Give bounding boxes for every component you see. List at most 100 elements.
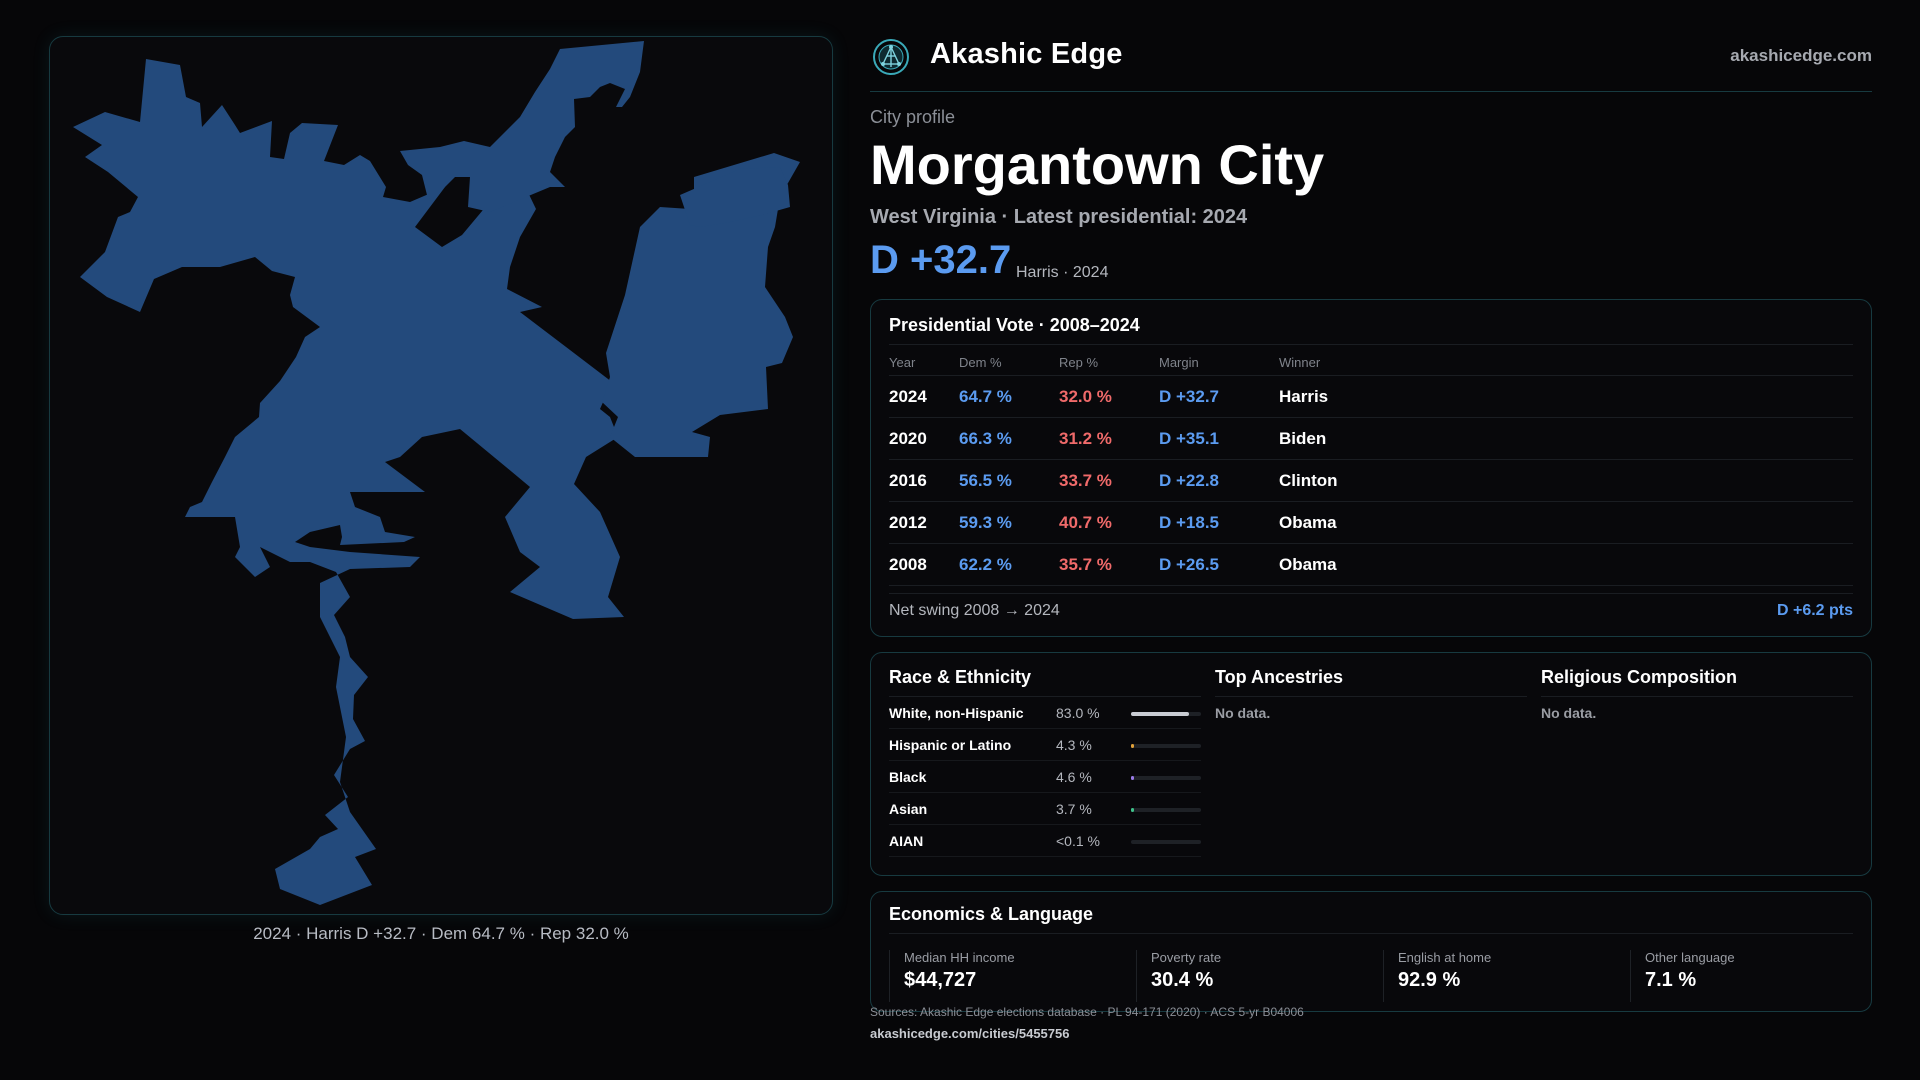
stat-value: 30.4 % xyxy=(1151,969,1214,991)
religion-title: Religious Composition xyxy=(1541,667,1853,697)
headline-margin-note: Harris · 2024 xyxy=(1016,264,1109,281)
table-row: 2012 59.3 % 40.7 % D +18.5 Obama xyxy=(889,502,1853,544)
stat-poverty-rate: Poverty rate 30.4 % xyxy=(1136,950,1383,1002)
col-margin: Margin xyxy=(1159,355,1199,370)
row-margin: D +35.1 xyxy=(1159,429,1220,448)
stat-label: Other language xyxy=(1645,950,1735,965)
table-row: 2020 66.3 % 31.2 % D +35.1 Biden xyxy=(889,418,1853,460)
race-row: AIAN <0.1 % xyxy=(889,825,1201,857)
race-label: Hispanic or Latino xyxy=(889,737,1012,753)
stat-median-income: Median HH income $44,727 xyxy=(889,950,1136,1002)
row-year: 2024 xyxy=(889,387,927,406)
net-swing-value: D +6.2 pts xyxy=(1776,602,1853,619)
site-link[interactable]: akashicedge.com xyxy=(1730,46,1872,65)
row-year: 2012 xyxy=(889,513,927,532)
row-dem: 64.7 % xyxy=(959,387,1012,406)
table-row: 2008 62.2 % 35.7 % D +26.5 Obama xyxy=(889,544,1853,586)
city-boundary-shape xyxy=(73,41,800,905)
permalink[interactable]: akashicedge.com/cities/5455756 xyxy=(870,1026,1070,1041)
ancestries-section: Top Ancestries No data. xyxy=(1215,667,1527,721)
religion-section: Religious Composition No data. xyxy=(1541,667,1853,721)
demographics-card: Race & Ethnicity White, non-Hispanic 83.… xyxy=(870,652,1872,876)
race-label: Asian xyxy=(889,801,928,817)
stat-label: English at home xyxy=(1398,950,1492,965)
table-row: 2016 56.5 % 33.7 % D +22.8 Clinton xyxy=(889,460,1853,502)
sources-note: Sources: Akashic Edge elections database… xyxy=(870,1005,1304,1019)
race-label: Black xyxy=(889,769,927,785)
race-value: <0.1 % xyxy=(1056,833,1100,849)
row-rep: 31.2 % xyxy=(1059,429,1112,448)
race-value: 4.3 % xyxy=(1056,737,1092,753)
row-margin: D +32.7 xyxy=(1159,387,1220,406)
row-dem: 66.3 % xyxy=(959,429,1012,448)
race-row: Asian 3.7 % xyxy=(889,793,1201,825)
race-bar xyxy=(1131,744,1201,748)
race-bar-fill xyxy=(1131,776,1134,780)
vote-card-title: Presidential Vote · 2008–2024 xyxy=(889,315,1140,335)
stat-value: $44,727 xyxy=(904,969,977,991)
row-margin: D +22.8 xyxy=(1159,471,1220,490)
row-year: 2008 xyxy=(889,555,927,574)
race-label: White, non-Hispanic xyxy=(889,705,1024,721)
stat-value: 7.1 % xyxy=(1645,969,1697,991)
page-subtitle: West Virginia · Latest presidential: 202… xyxy=(870,206,1248,228)
race-bar-fill xyxy=(1131,712,1189,716)
stat-label: Poverty rate xyxy=(1151,950,1222,965)
race-ethnicity-section: Race & Ethnicity White, non-Hispanic 83.… xyxy=(889,667,1201,857)
ancestries-empty: No data. xyxy=(1215,705,1271,721)
top-bar: Akashic Edge akashicedge.com xyxy=(870,28,1872,92)
city-boundary-east-lobe xyxy=(602,153,800,457)
city-boundary-north-lobe xyxy=(400,41,644,212)
stat-english-at-home: English at home 92.9 % xyxy=(1383,950,1630,1002)
economics-card: Economics & Language Median HH income $4… xyxy=(870,891,1872,1012)
city-boundary-main xyxy=(73,59,624,905)
race-bar xyxy=(1131,808,1201,812)
divider xyxy=(889,933,1853,934)
row-year: 2016 xyxy=(889,471,927,490)
race-bar-fill xyxy=(1131,808,1134,812)
col-winner: Winner xyxy=(1279,355,1321,370)
vote-table-header: Year Dem % Rep % Margin Winner xyxy=(889,350,1853,376)
divider xyxy=(889,593,1853,594)
row-margin: D +18.5 xyxy=(1159,513,1220,532)
row-dem: 62.2 % xyxy=(959,555,1012,574)
race-label: AIAN xyxy=(889,833,924,849)
row-winner: Obama xyxy=(1279,513,1337,532)
map-caption: 2024 · Harris D +32.7 · Dem 64.7 % · Rep… xyxy=(253,924,629,943)
net-swing-label: Net swing 2008 → 2024 xyxy=(889,602,1060,619)
row-margin: D +26.5 xyxy=(1159,555,1220,574)
page-eyebrow: City profile xyxy=(870,107,956,127)
brand-name[interactable]: Akashic Edge xyxy=(930,38,1123,70)
row-winner: Harris xyxy=(1279,387,1329,406)
table-row: 2024 64.7 % 32.0 % D +32.7 Harris xyxy=(889,376,1853,418)
row-dem: 56.5 % xyxy=(959,471,1012,490)
row-rep: 33.7 % xyxy=(1059,471,1112,490)
page-title: Morgantown City xyxy=(870,133,1325,196)
row-rep: 35.7 % xyxy=(1059,555,1112,574)
race-row: White, non-Hispanic 83.0 % xyxy=(889,697,1201,729)
ancestries-title: Top Ancestries xyxy=(1215,667,1527,697)
race-value: 3.7 % xyxy=(1056,801,1092,817)
row-winner: Clinton xyxy=(1279,471,1338,490)
city-boundary-map[interactable] xyxy=(49,36,833,915)
religion-empty: No data. xyxy=(1541,705,1597,721)
network-globe-icon[interactable] xyxy=(872,38,910,76)
presidential-vote-card: Presidential Vote · 2008–2024 Year Dem %… xyxy=(870,299,1872,637)
city-boundary-east-tip xyxy=(680,167,790,227)
col-year: Year xyxy=(889,355,916,370)
race-row: Black 4.6 % xyxy=(889,761,1201,793)
col-rep: Rep % xyxy=(1059,355,1099,370)
row-winner: Obama xyxy=(1279,555,1337,574)
headline-margin: D +32.7 xyxy=(870,238,1012,282)
row-year: 2020 xyxy=(889,429,927,448)
race-value: 4.6 % xyxy=(1056,769,1092,785)
row-rep: 40.7 % xyxy=(1059,513,1112,532)
col-dem: Dem % xyxy=(959,355,1002,370)
divider xyxy=(889,344,1853,345)
row-rep: 32.0 % xyxy=(1059,387,1112,406)
race-value: 83.0 % xyxy=(1056,705,1100,721)
race-bar xyxy=(1131,776,1201,780)
race-row: Hispanic or Latino 4.3 % xyxy=(889,729,1201,761)
stat-other-language: Other language 7.1 % xyxy=(1630,950,1855,1002)
stat-value: 92.9 % xyxy=(1398,969,1461,991)
